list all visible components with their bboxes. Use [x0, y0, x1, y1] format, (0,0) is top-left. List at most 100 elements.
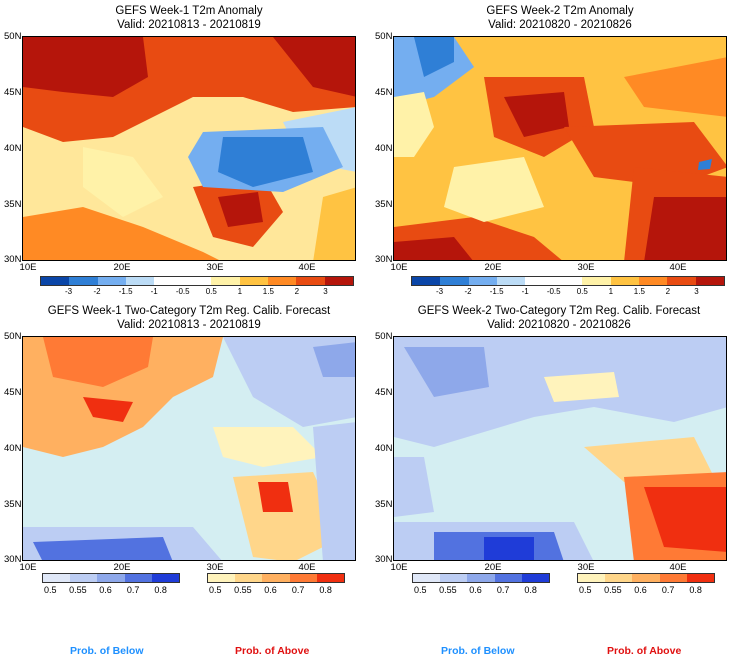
anomaly-colorbar-swatch — [525, 277, 554, 285]
anomaly-colorbar-swatch — [440, 277, 469, 285]
prob-tick-label: 0.6 — [469, 585, 482, 595]
panel2-title-block: GEFS Week-2 T2m Anomaly Valid: 20210820 … — [393, 4, 727, 32]
prob-below-colorbar-swatch — [124, 574, 152, 582]
panel4-below-label: Prob. of Below — [441, 645, 515, 657]
panel3-title: GEFS Week-1 Two-Category T2m Reg. Calib.… — [47, 305, 331, 317]
panel4-lon-30: 30E — [577, 562, 595, 573]
panel2-lat-30: 30N — [375, 254, 393, 265]
prob-above-colorbar-swatch — [316, 574, 345, 582]
anomaly-colorbar-swatch — [267, 277, 297, 285]
prob-tick-label: 0.7 — [291, 585, 305, 595]
prob-tick-label: 0.8 — [689, 585, 702, 595]
prob-above-colorbar-swatch — [208, 574, 236, 582]
anomaly-colorbar-swatch — [239, 277, 268, 285]
panel4-title-block: GEFS Week-2 Two-Category T2m Reg. Calib.… — [386, 304, 732, 332]
prob-tick-label: 0.8 — [524, 585, 537, 595]
prob-tick-label: 0.55 — [604, 585, 622, 595]
panel3-lon-40: 40E — [298, 562, 316, 573]
prob-below-colorbar-swatch — [70, 574, 98, 582]
colorbar-tick-label: 1.5 — [633, 287, 645, 296]
panel1-lat-35: 35N — [4, 199, 22, 210]
panel2-anomaly-map — [393, 36, 727, 261]
prob-below-colorbar-swatch — [413, 574, 441, 582]
colorbar-tick-label: 3 — [694, 287, 699, 296]
anomaly-colorbar-swatch — [41, 277, 70, 285]
colorbar-tick-label: -1.5 — [489, 287, 504, 296]
panel4-lat-45: 45N — [375, 387, 393, 398]
panel4-valid: Valid: 20210820 - 20210826 — [487, 319, 631, 331]
prob-above-colorbar-swatch — [262, 574, 290, 582]
colorbar-tick-label: -3 — [435, 287, 444, 296]
panel1-lon-30: 30E — [206, 262, 224, 273]
panel2-lat-50: 50N — [375, 31, 393, 42]
panel2-lon-30: 30E — [577, 262, 595, 273]
panel2-lat-45: 45N — [375, 87, 393, 98]
anomaly-colorbar-swatch — [468, 277, 498, 285]
prob-above-colorbar-swatch — [605, 574, 633, 582]
anomaly-colorbar-swatch — [69, 277, 98, 285]
panel3-above-colorbar — [207, 573, 345, 583]
prob-below-colorbar-swatch — [440, 574, 468, 582]
panel3-title-block: GEFS Week-1 Two-Category T2m Reg. Calib.… — [16, 304, 362, 332]
panel1-anomaly-colorbar — [40, 276, 354, 286]
prob-below-colorbar-swatch — [97, 574, 125, 582]
panel1-lat-50: 50N — [4, 31, 22, 42]
panel2-lon-10: 10E — [390, 262, 408, 273]
colorbar-tick-label: 2 — [665, 287, 671, 296]
anomaly-colorbar-swatch — [695, 277, 724, 285]
prob-tick-label: 0.6 — [634, 585, 647, 595]
colorbar-tick-label: 2 — [294, 287, 300, 296]
panel2-anomaly-field — [394, 37, 726, 260]
panel3-lon-10: 10E — [19, 562, 37, 573]
colorbar-tick-label: -3 — [64, 287, 73, 296]
colorbar-tick-label: 0.5 — [576, 287, 588, 296]
prob-tick-label: 0.55 — [234, 585, 252, 595]
colorbar-tick-label: -2 — [464, 287, 472, 296]
colorbar-tick-label: 0.5 — [205, 287, 217, 296]
prob-tick-label: 0.7 — [496, 585, 510, 595]
prob-below-colorbar-swatch — [521, 574, 550, 582]
anomaly-colorbar-swatch — [412, 277, 441, 285]
prob-above-colorbar-swatch — [659, 574, 687, 582]
panel1-valid: Valid: 20210813 - 20210819 — [117, 19, 261, 31]
prob-above-colorbar-swatch — [632, 574, 660, 582]
colorbar-tick-label: -1.5 — [118, 287, 133, 296]
prob-above-colorbar-swatch — [289, 574, 317, 582]
panel3-prob-field — [23, 337, 355, 560]
prob-below-colorbar-swatch — [494, 574, 522, 582]
colorbar-tick-label: -1 — [150, 287, 158, 296]
prob-tick-label: 0.8 — [319, 585, 332, 595]
panel3-below-colorbar — [42, 573, 180, 583]
panel3-lon-20: 20E — [113, 562, 131, 573]
panel1-lat-45: 45N — [4, 87, 22, 98]
panel2-lon-40: 40E — [669, 262, 687, 273]
colorbar-tick-label: -2 — [93, 287, 101, 296]
panel4-title: GEFS Week-2 Two-Category T2m Reg. Calib.… — [417, 305, 701, 317]
panel2-lat-35: 35N — [375, 199, 393, 210]
panel4-lon-40: 40E — [669, 562, 687, 573]
anomaly-colorbar-swatch — [97, 277, 127, 285]
panel1-lon-40: 40E — [298, 262, 316, 273]
panel3-valid: Valid: 20210813 - 20210819 — [117, 319, 261, 331]
panel1-anomaly-field — [23, 37, 355, 260]
anomaly-colorbar-swatch — [211, 277, 240, 285]
panel3-lat-50: 50N — [4, 331, 22, 342]
panel2-valid: Valid: 20210820 - 20210826 — [488, 19, 632, 31]
prob-above-colorbar-swatch — [235, 574, 263, 582]
anomaly-colorbar-swatch — [497, 277, 526, 285]
panel4-prob-map — [393, 336, 727, 561]
panel2-anomaly-colorbar — [411, 276, 725, 286]
panel1-lat-30: 30N — [4, 254, 22, 265]
colorbar-tick-label: -0.5 — [546, 287, 561, 296]
colorbar-tick-label: 1 — [608, 287, 614, 296]
panel4-prob-field — [394, 337, 726, 560]
panel1-lat-40: 40N — [4, 143, 22, 154]
prob-tick-label: 0.55 — [69, 585, 87, 595]
anomaly-colorbar-swatch — [610, 277, 639, 285]
anomaly-colorbar-swatch — [582, 277, 611, 285]
anomaly-colorbar-swatch — [296, 277, 325, 285]
panel1-anomaly-map — [22, 36, 356, 261]
prob-above-colorbar-swatch — [686, 574, 715, 582]
anomaly-colorbar-swatch — [182, 277, 212, 285]
prob-tick-label: 0.7 — [126, 585, 140, 595]
